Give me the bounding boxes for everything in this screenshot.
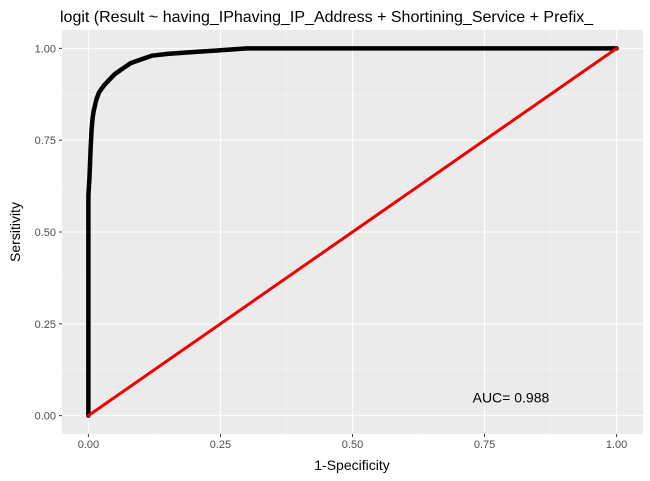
x-axis-title: 1-Specificity — [314, 457, 389, 473]
x-tick-label: 1.00 — [606, 439, 627, 451]
x-tick-label: 0.00 — [78, 439, 99, 451]
y-axis-title: Sersitivity — [7, 202, 23, 262]
x-tick-label: 0.25 — [210, 439, 231, 451]
y-tick-label: 0.50 — [35, 227, 56, 239]
y-tick-label: 0.75 — [35, 135, 56, 147]
reference-diagonal-line — [86, 46, 619, 418]
series-layer — [86, 46, 619, 418]
y-tick-label: 0.25 — [35, 319, 56, 331]
chart-title: logit (Result ~ having_IPhaving_IP_Addre… — [60, 9, 594, 26]
x-tick-label: 0.75 — [474, 439, 495, 451]
y-tick-label: 0.00 — [35, 411, 56, 423]
y-tick-label: 1.00 — [35, 43, 56, 55]
axis-ticks — [59, 47, 618, 437]
auc-annotation: AUC= 0.988 — [473, 389, 550, 405]
tick-labels: 0.00 0.25 0.50 0.75 1.00 0.00 0.25 0.50 0.75 1.00 — [35, 43, 628, 451]
x-tick-label: 0.50 — [342, 439, 363, 451]
roc-curve-line — [86, 46, 619, 418]
